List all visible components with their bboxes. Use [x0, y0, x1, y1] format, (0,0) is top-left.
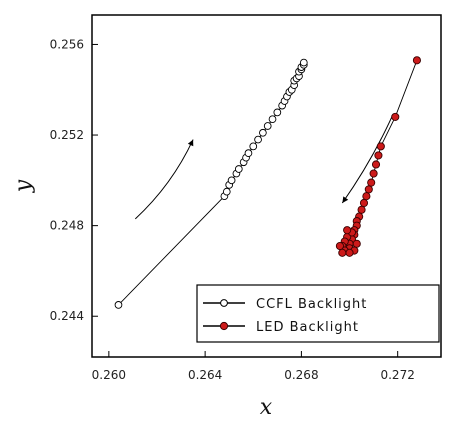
y-tick-label: 0.248: [50, 219, 84, 233]
trend-arrows: [134, 114, 394, 220]
axis-ticks: 0.260 0.264 0.268 0.272 0.244 0.248 0.252 0.256: [50, 37, 415, 382]
x-tick-label: 0.272: [380, 368, 414, 382]
ccfl-point: [273, 108, 282, 117]
led-point: [369, 169, 378, 178]
led-point: [367, 178, 376, 187]
led-point: [371, 160, 381, 169]
led-point: [343, 226, 352, 235]
led-point: [362, 192, 371, 201]
ccfl-point: [299, 58, 308, 67]
led-point: [335, 241, 344, 251]
legend-marker-ccfl: [220, 299, 228, 307]
trend-arrow-line: [341, 114, 394, 204]
legend: CCFL Backlight LED Backlight: [196, 284, 440, 343]
led-point: [357, 205, 366, 214]
legend-marker-led: [219, 321, 229, 331]
led-point: [364, 185, 373, 194]
ccfl-point: [222, 187, 231, 196]
led-point: [391, 112, 400, 121]
led-point: [338, 248, 347, 257]
ccfl-point: [234, 165, 243, 173]
led-point: [359, 198, 369, 208]
ccfl-point: [244, 149, 253, 158]
ccfl-point: [114, 301, 123, 309]
series-points: [114, 56, 421, 309]
y-axis-title: y: [11, 179, 36, 193]
led-point: [374, 151, 383, 160]
led-point: [376, 142, 385, 151]
trend-arrow-head: [187, 139, 194, 147]
plot-frame: [91, 14, 442, 358]
legend-box: [196, 284, 440, 343]
y-tick-label: 0.244: [50, 309, 84, 323]
x-tick-label: 0.268: [284, 368, 318, 382]
led-point: [352, 239, 361, 248]
trend-arrow-line: [134, 139, 194, 220]
ccfl-point: [249, 142, 258, 151]
y-tick-label: 0.252: [50, 128, 84, 142]
x-axis-title: x: [260, 395, 273, 420]
ccfl-point: [227, 176, 236, 185]
ccfl-point: [259, 128, 267, 137]
x-tick-label: 0.260: [92, 368, 126, 382]
series-line-0: [118, 62, 305, 306]
y-tick-label: 0.256: [50, 37, 84, 51]
ccfl-point: [268, 115, 277, 124]
trend-arrow-head: [342, 196, 349, 203]
x-tick-label: 0.264: [188, 368, 222, 382]
led-point: [345, 248, 354, 257]
ccfl-point: [263, 122, 272, 130]
ccfl-point: [254, 135, 262, 144]
legend-label-ccfl: CCFL Backlight: [256, 297, 367, 312]
led-point: [412, 56, 421, 65]
legend-label-led: LED Backlight: [256, 320, 359, 335]
